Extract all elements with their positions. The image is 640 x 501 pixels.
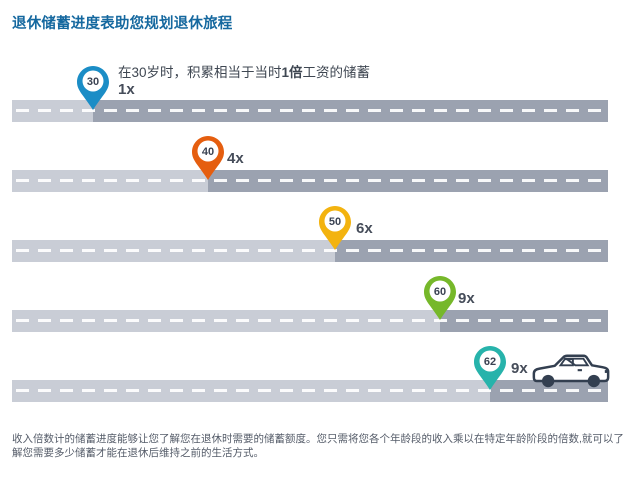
annotation-prefix: 在30岁时，积累相当于当时: [118, 65, 282, 80]
road-dashed-line: [16, 249, 604, 252]
road-dashed-line: [16, 109, 604, 112]
annotation-bold: 1倍: [281, 65, 303, 80]
map-pin-icon-age-50: 50: [319, 206, 351, 250]
pin-age-label: 30: [87, 76, 99, 88]
road-age-30: [12, 100, 608, 122]
road-dashed-line: [16, 179, 604, 182]
multiplier-label-30: 1x: [118, 81, 135, 98]
multiplier-label-50: 6x: [356, 220, 373, 237]
pin-age-label: 50: [329, 216, 341, 228]
road-dashed-line: [16, 319, 604, 322]
road-age-62: [12, 380, 608, 402]
pin-inner-circle: [324, 210, 346, 232]
map-pin-icon-age-62: 62: [474, 346, 506, 390]
multiplier-label-40: 4x: [227, 150, 244, 167]
road-age-60: [12, 310, 608, 332]
car-body: [532, 354, 610, 383]
multiplier-label-60: 9x: [458, 290, 475, 307]
pin-inner-circle: [82, 70, 104, 92]
map-pin-icon-age-40: 40: [192, 136, 224, 180]
road-age-50: [12, 240, 608, 262]
pin-inner-circle: [197, 140, 219, 162]
pin-age-label: 40: [202, 146, 214, 158]
car-door-handle: [577, 369, 582, 372]
map-pin-icon-age-60: 60: [424, 276, 456, 320]
car-rear-window: [558, 358, 574, 367]
pin-inner-circle: [429, 280, 451, 302]
footer-description: 收入倍数计的储蓄进度能够让您了解您在退休时需要的储蓄额度。您只需将您各个年龄段的…: [12, 433, 624, 459]
map-pin-icon-age-30: 30: [77, 66, 109, 110]
multiplier-label-62: 9x: [511, 360, 528, 377]
pin-inner-circle: [479, 350, 501, 372]
pin-age-label: 60: [434, 286, 446, 298]
road-dashed-line: [16, 389, 604, 392]
page-title: 退休储蓄进度表助您规划退休旅程: [12, 16, 233, 32]
road-age-40: [12, 170, 608, 192]
pin-age-label: 62: [484, 356, 496, 368]
car-front-wheel: [587, 374, 601, 388]
milestone-30-annotation: 在30岁时，积累相当于当时1倍工资的储蓄: [118, 61, 370, 81]
car-rear-wheel: [541, 374, 555, 388]
car-headlight: [604, 370, 609, 373]
annotation-suffix: 工资的储蓄: [302, 65, 371, 80]
car-icon: [532, 354, 610, 388]
